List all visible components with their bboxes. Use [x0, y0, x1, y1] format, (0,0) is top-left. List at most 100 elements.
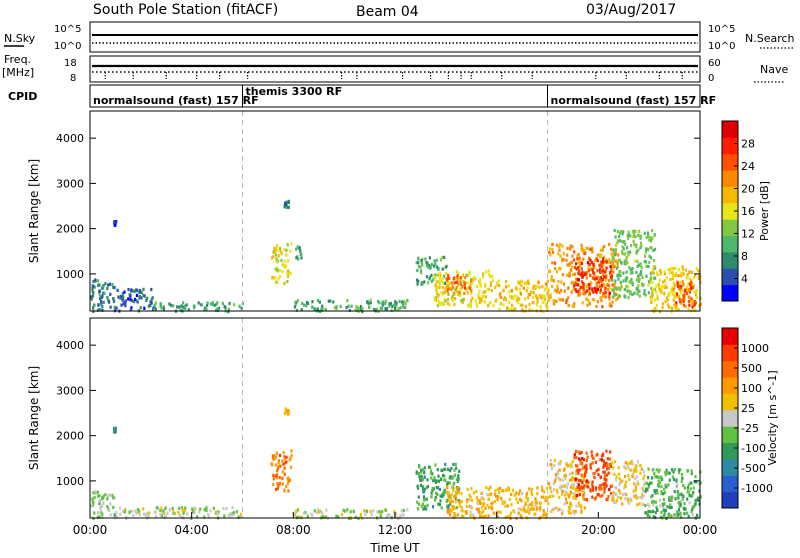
x-tick-label: 16:00: [479, 523, 514, 537]
data-cell: [417, 495, 420, 499]
data-cell: [199, 507, 202, 511]
data-cell: [694, 475, 697, 479]
data-cell: [545, 486, 549, 490]
data-cell: [458, 469, 461, 473]
data-cell: [511, 303, 514, 307]
data-cell: [90, 295, 93, 299]
data-cell: [447, 510, 450, 514]
data-cell: [283, 472, 286, 476]
data-cell: [559, 254, 562, 258]
data-cell: [449, 287, 452, 291]
data-cell: [456, 275, 459, 279]
colorbar-swatch: [722, 409, 738, 427]
data-cell: [643, 231, 646, 235]
data-cell: [551, 243, 554, 247]
data-cell: [276, 248, 279, 252]
data-cell: [442, 473, 445, 477]
data-cell: [486, 493, 489, 497]
data-cell: [568, 478, 572, 482]
data-cell: [369, 509, 372, 514]
data-cell: [281, 482, 284, 486]
data-cell: [570, 465, 574, 469]
data-cell: [624, 276, 627, 280]
data-cell: [289, 249, 292, 253]
data-cell: [279, 246, 282, 251]
data-cell: [276, 482, 279, 486]
data-cell: [435, 258, 438, 262]
data-cell: [667, 305, 671, 309]
data-cell: [622, 271, 625, 275]
data-cell: [525, 493, 528, 497]
colorbar-swatch: [722, 442, 738, 460]
data-cell: [92, 500, 95, 505]
x-tick-label: 08:00: [276, 523, 311, 537]
data-cell: [639, 234, 643, 238]
data-cell: [526, 510, 529, 514]
data-cell: [681, 497, 684, 501]
power-colorbar-label: Power [dB]: [758, 181, 771, 241]
data-cell: [484, 290, 487, 294]
data-cell: [463, 286, 466, 290]
data-cell: [422, 507, 425, 511]
data-cell: [676, 292, 679, 296]
data-cell: [688, 303, 691, 307]
data-cell: [416, 500, 419, 504]
data-cell: [492, 303, 495, 307]
data-cell: [276, 469, 279, 473]
data-cell: [578, 264, 582, 268]
data-cell: [639, 236, 642, 240]
data-cell: [515, 298, 518, 303]
data-cell: [106, 286, 109, 291]
data-cell: [283, 488, 286, 492]
data-cell: [574, 288, 577, 292]
data-cell: [684, 289, 687, 293]
data-cell: [418, 465, 421, 469]
data-cell: [404, 305, 407, 309]
data-cell: [665, 276, 668, 280]
data-cell: [580, 248, 583, 252]
data-cell: [595, 496, 598, 500]
data-cell: [128, 510, 131, 515]
data-cell: [626, 261, 629, 265]
data-cell: [121, 298, 124, 302]
data-cell: [651, 298, 654, 302]
data-cell: [530, 290, 533, 294]
data-cell: [611, 493, 614, 498]
data-cell: [215, 510, 218, 514]
data-cell: [478, 289, 481, 293]
data-cell: [679, 300, 682, 304]
data-cell: [130, 299, 133, 303]
data-cell: [305, 304, 308, 308]
data-cell: [608, 488, 611, 492]
data-cell: [160, 506, 163, 510]
data-cell: [301, 301, 304, 306]
data-cell: [591, 482, 594, 486]
data-cell: [546, 279, 549, 283]
data-cell: [672, 267, 675, 271]
data-cell: [576, 489, 579, 493]
data-cell: [521, 303, 524, 307]
data-cell: [609, 265, 612, 269]
data-cell: [512, 510, 516, 514]
data-cell: [596, 288, 600, 292]
data-cell: [454, 490, 458, 494]
data-cell: [115, 510, 118, 515]
data-cell: [361, 310, 364, 314]
data-cell: [455, 280, 458, 284]
data-cell: [571, 483, 574, 487]
data-cell: [642, 494, 645, 498]
data-cell: [232, 510, 236, 515]
data-cell: [455, 506, 458, 510]
data-cell: [647, 485, 650, 489]
data-cell: [651, 468, 654, 472]
data-cell: [581, 480, 584, 484]
data-cell: [545, 512, 548, 516]
data-cell: [94, 278, 97, 282]
data-cell: [135, 293, 139, 297]
data-cell: [399, 514, 402, 518]
data-cell: [296, 245, 299, 249]
data-cell: [673, 291, 677, 295]
data-cell: [455, 498, 458, 502]
data-cell: [555, 270, 559, 274]
data-cell: [274, 267, 277, 271]
